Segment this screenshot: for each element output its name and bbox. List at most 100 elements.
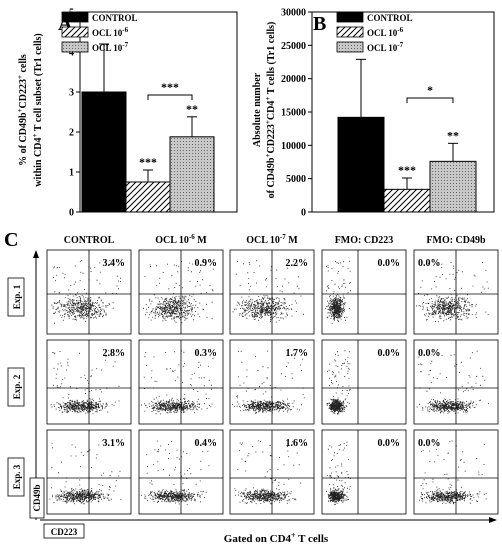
flow-plot-r1-c0: 2.8% [46,339,132,425]
row-label-box-0 [7,277,25,317]
column-header-3: FMO: CD223 [335,235,394,246]
flow-plot-r2-c1: 0.4% [138,429,224,515]
panel-b-legend-label-2: OCL 10-7 [367,41,404,53]
panel-b-legend-label-0: CONTROL [367,13,413,23]
quadrant-percentage: 3.1% [103,438,126,449]
column-header-4: FMO: CD49b [426,235,486,246]
panel-b-bar-0 [337,116,385,213]
quadrant-percentage: 0.4% [195,438,218,449]
flow-plot-r2-c2: 1.6% [229,429,315,515]
panel-b-bar-2 [429,160,477,213]
panel-a-legend-label-0: CONTROL [92,13,138,23]
flow-plot-r0-c4: 0.0% [413,249,499,335]
panel-c-label: C [4,229,18,251]
cd49b-label-box [29,477,45,519]
quadrant-percentage: 0.9% [195,258,218,269]
panel-b-ytick-label: 5000 [286,174,306,185]
row-label-2: Exp. 3 [12,464,22,489]
flow-events [143,261,214,324]
flow-events [141,350,214,415]
panel-b-ytick-label: 10000 [281,141,306,152]
panel-b-ytick-label: 15000 [281,108,306,119]
panel-b-bracket-label: * [427,83,433,97]
row-label-box-1 [7,367,25,407]
quadrant-percentage: 3.4% [103,258,126,269]
flow-events [416,262,489,323]
flow-plot-r1-c2: 1.7% [229,339,315,425]
panel-b-legend-label-1: OCL 10-6 [367,26,404,38]
panel-b-legend-swatch-0 [336,11,364,23]
panel-b-sig-label-1: *** [398,163,416,177]
panel-a-legend-swatch-1 [61,26,89,38]
panel-a-ylabel: % of CD49b+CD223+ cells [16,54,29,166]
flow-plot-r0-c2: 2.2% [229,249,315,335]
panel-a-ytick-label: 3 [69,88,74,99]
flow-plot-r1-c4: 0.0% [413,339,499,425]
quadrant-percentage: 1.6% [286,438,309,449]
panel-b-ytick-label: 0 [301,208,306,219]
flow-events [232,260,304,323]
panel-a-sig-label-1: *** [139,155,157,169]
panel-a-bar-2 [169,136,215,213]
flow-events [49,440,122,505]
panel-a-ytick-label: 0 [69,208,74,219]
panel-a-bracket-label: *** [161,80,179,94]
flow-plot-r2-c3: 0.0% [321,429,407,515]
panel-b: B Absolute number of CD49b+CD223+CD4+ T … [252,8,495,219]
row-label-box-2 [7,457,25,497]
panel-a-legend-label-1: OCL 10-6 [92,26,129,38]
panel-a-ytick-label: 2 [69,128,74,139]
cd223-axis-label: CD223 [51,527,78,537]
quadrant-percentage: 2.8% [103,348,126,359]
panel-c: C CONTROL OCL 10-6 M OCL 10-7 M FMO: CD223 F… [4,229,499,545]
quadrant-percentage: 0.0% [418,348,441,359]
panel-a-ytick-label: 1 [69,168,74,179]
panel-b-plot: 050001000015000200002500030000******CONT… [281,8,495,219]
panel-a-legend-swatch-2 [61,41,89,53]
gate-label: Gated on CD4+ T cells [224,531,329,545]
flow-plot-r0-c3: 0.0% [321,249,407,335]
flow-events [326,441,351,505]
flow-events [51,260,121,324]
panel-b-legend-swatch-1 [336,26,364,38]
panel-c-grid: CONTROL OCL 10-6 M OCL 10-7 M FMO: CD223 FMO… [7,233,499,515]
quadrant-percentage: 0.0% [378,258,401,269]
panel-a-bar-0 [81,91,127,213]
panel-b-label: B [313,13,326,35]
panel-a: A % of CD49b+CD223+ cells within CD4+ T … [16,8,238,219]
flow-events [325,260,351,324]
panel-b-ylabel-2: of CD49b+CD223+CD4+ T cells (Tr1 cells) [264,22,277,199]
cd223-label-box [43,523,85,539]
panel-b-ytick-label: 25000 [281,41,306,52]
quadrant-percentage: 0.0% [378,438,401,449]
quadrant-percentage: 0.0% [418,438,441,449]
panel-b-ylabel: Absolute number [252,72,263,147]
panel-b-sig-label-2: ** [447,128,459,142]
flow-plot-r1-c3: 0.0% [321,339,407,425]
cd223-axis-arrowhead [489,517,497,523]
panel-b-bracket [406,97,454,103]
column-header-1: OCL 10-6 M [155,233,207,246]
panel-a-bar-1 [125,181,171,213]
flow-events [234,440,303,505]
flow-plot-r1-c1: 0.3% [138,339,224,425]
flow-plot-r0-c0: 3.4% [46,249,132,335]
quadrant-percentage: 1.7% [286,348,309,359]
panel-b-bar-1 [383,188,431,213]
flow-events [232,350,305,414]
quadrant-percentage: 2.2% [286,258,309,269]
flow-events [326,350,351,415]
panel-b-ytick-label: 30000 [281,8,306,19]
panel-a-legend-swatch-0 [61,11,89,23]
quadrant-percentage: 0.0% [378,348,401,359]
flow-plot-r0-c1: 0.9% [138,249,224,335]
panel-a-legend-label-2: OCL 10-7 [92,41,129,53]
column-header-2: OCL 10-7 M [246,233,298,246]
flow-plot-r2-c4: 0.0% [413,429,499,515]
quadrant-percentage: 0.0% [418,258,441,269]
cd49b-axis-label: CD49b [32,484,42,511]
flow-plot-r2-c0: 3.1% [46,429,132,515]
quadrant-percentage: 0.3% [195,348,218,359]
